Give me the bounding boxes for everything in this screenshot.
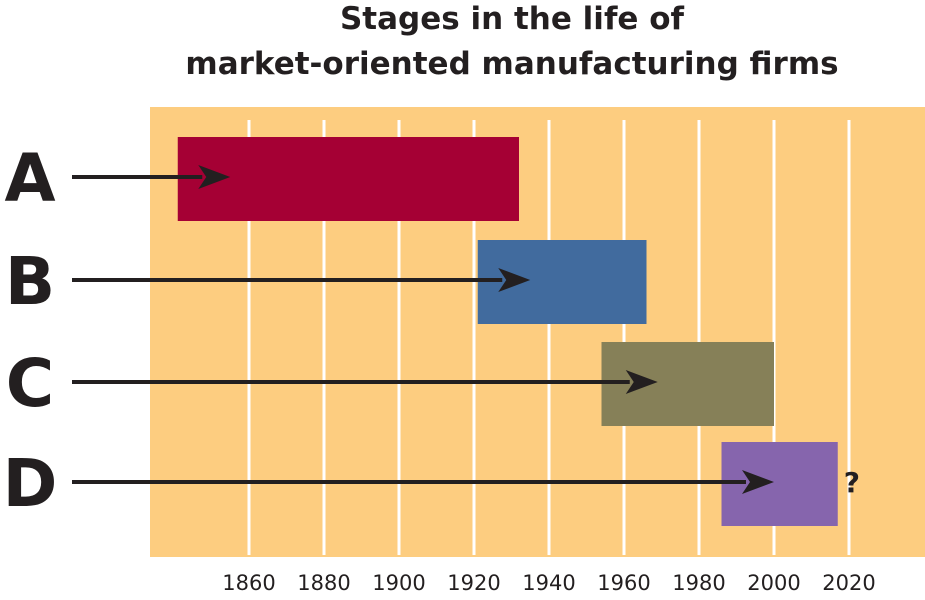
x-tick-label: 1860: [222, 571, 275, 595]
x-tick-label: 2020: [822, 571, 875, 595]
stage-arrows: [72, 165, 774, 494]
x-tick-label: 1960: [597, 571, 650, 595]
range-bars: [177, 137, 838, 526]
row-label-b: B: [5, 243, 55, 320]
arrow-head-c: [625, 370, 658, 394]
arrow-head-d: [742, 470, 774, 494]
range-bar-a: [177, 137, 519, 221]
x-tick-label: 1920: [447, 571, 500, 595]
x-tick-label: 1900: [372, 571, 425, 595]
chart-title-line-2: market-oriented manufacturing firms: [185, 46, 838, 82]
row-note-d: ?: [844, 466, 860, 499]
range-bar-c: [601, 342, 774, 426]
row-label-d: D: [3, 445, 58, 522]
x-axis-ticks: 1860 1880 1900 1920 1940 1960 1980 2000 2020: [222, 571, 875, 595]
arrow-head-b: [498, 268, 531, 292]
x-tick-label: 2000: [747, 571, 800, 595]
row-label-a: A: [4, 140, 55, 217]
chart-title-line-1: Stages in the life of: [340, 1, 685, 37]
row-label-c: C: [6, 345, 54, 422]
x-tick-label: 1880: [297, 571, 350, 595]
range-bar-b: [477, 240, 647, 324]
arrow-head-a: [198, 165, 231, 189]
x-tick-label: 1980: [672, 571, 725, 595]
x-tick-label: 1940: [522, 571, 575, 595]
